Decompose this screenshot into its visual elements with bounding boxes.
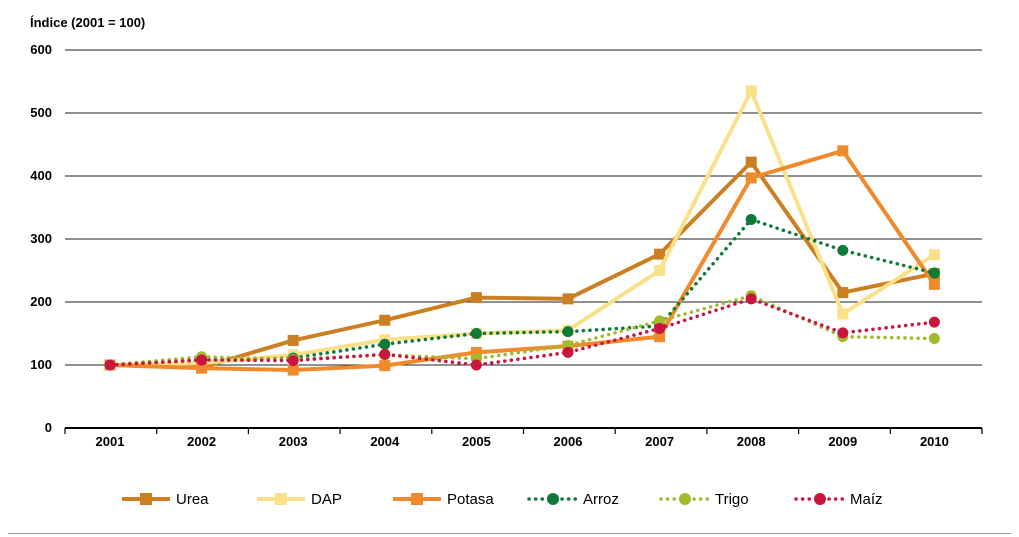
- x-tick-label: 2002: [187, 434, 216, 449]
- data-point: [562, 326, 574, 338]
- series-dap: [104, 85, 940, 371]
- x-tick-label: 2005: [462, 434, 491, 449]
- legend-marker: [411, 493, 423, 505]
- data-point: [928, 316, 940, 328]
- data-point: [287, 334, 299, 346]
- data-point: [745, 156, 757, 168]
- data-point: [745, 213, 757, 225]
- data-point: [745, 172, 757, 184]
- data-point: [654, 248, 666, 260]
- series-line: [109, 148, 937, 373]
- legend-label: Potasa: [447, 491, 494, 508]
- y-tick-label: 400: [30, 168, 52, 183]
- data-point: [379, 348, 391, 360]
- legend-marker: [140, 493, 152, 505]
- data-point: [928, 249, 940, 261]
- data-point: [470, 292, 482, 304]
- legend: Urea DAP Potasa Arroz Trigo Maíz: [122, 491, 883, 508]
- legend-label: Arroz: [583, 491, 619, 508]
- legend-item-arroz: Arroz: [527, 491, 619, 508]
- series-urea: [104, 156, 940, 374]
- legend-item-maíz: Maíz: [794, 491, 883, 508]
- y-tick-label: 300: [30, 231, 52, 246]
- data-point: [379, 338, 391, 350]
- series-group: [104, 85, 940, 376]
- data-point: [837, 244, 849, 256]
- x-tick-label: 2003: [279, 434, 308, 449]
- legend-item-urea: Urea: [122, 491, 209, 508]
- data-point: [654, 315, 666, 327]
- legend-marker: [275, 493, 287, 505]
- x-tick-label: 2009: [828, 434, 857, 449]
- y-tick-label: 500: [30, 105, 52, 120]
- legend-item-potasa: Potasa: [393, 491, 494, 508]
- y-tick-label: 200: [30, 294, 52, 309]
- data-point: [837, 287, 849, 299]
- data-point: [562, 346, 574, 358]
- series-line: [109, 160, 935, 370]
- legend-item-trigo: Trigo: [659, 491, 749, 508]
- legend-label: Maíz: [850, 491, 883, 508]
- series-arroz: [104, 213, 940, 371]
- series-line: [109, 88, 936, 367]
- data-point: [470, 346, 482, 358]
- y-axis-title: Índice (2001 = 100): [30, 15, 145, 30]
- data-point: [470, 359, 482, 371]
- data-point: [654, 322, 666, 334]
- y-axis-ticks: 0 100 200 300 400 500 600: [30, 42, 52, 435]
- data-point: [379, 360, 391, 372]
- series-line: [108, 217, 937, 367]
- data-point: [379, 314, 391, 326]
- legend-label: Urea: [176, 491, 209, 508]
- legend-marker: [547, 493, 559, 505]
- series-potasa: [104, 145, 940, 376]
- data-point: [104, 359, 116, 371]
- series-line: [108, 297, 937, 367]
- data-point: [928, 333, 940, 345]
- legend-item-dap: DAP: [257, 491, 342, 508]
- data-point: [928, 278, 940, 290]
- data-point: [654, 331, 666, 343]
- bottom-rule: [8, 533, 1011, 534]
- data-point: [745, 293, 757, 305]
- data-point: [287, 364, 299, 376]
- data-point: [928, 267, 940, 279]
- data-point: [287, 355, 299, 367]
- gridlines: [65, 49, 982, 366]
- data-point: [470, 328, 482, 339]
- x-tick-label: 2010: [920, 434, 949, 449]
- legend-marker: [814, 493, 826, 505]
- y-tick-label: 0: [45, 420, 52, 435]
- data-point: [196, 354, 208, 366]
- y-tick-label: 100: [30, 357, 52, 372]
- data-point: [196, 362, 208, 374]
- x-tick-label: 2006: [554, 434, 583, 449]
- x-tick-label: 2007: [645, 434, 674, 449]
- x-axis: 2001 2002 2003 2004 2005 2006 2007 2008 2009 2010: [64, 427, 983, 449]
- x-tick-label: 2001: [96, 434, 125, 449]
- data-point: [837, 327, 849, 339]
- data-point: [837, 145, 849, 157]
- data-point: [745, 85, 757, 97]
- data-point: [654, 265, 666, 276]
- data-point: [562, 293, 574, 305]
- series-maíz: [104, 293, 940, 371]
- legend-marker: [679, 493, 691, 505]
- x-tick-label: 2008: [737, 434, 766, 449]
- x-tick-label: 2004: [370, 434, 400, 449]
- legend-label: DAP: [311, 491, 342, 508]
- y-tick-label: 600: [30, 42, 52, 57]
- data-point: [837, 308, 849, 320]
- legend-label: Trigo: [715, 491, 749, 508]
